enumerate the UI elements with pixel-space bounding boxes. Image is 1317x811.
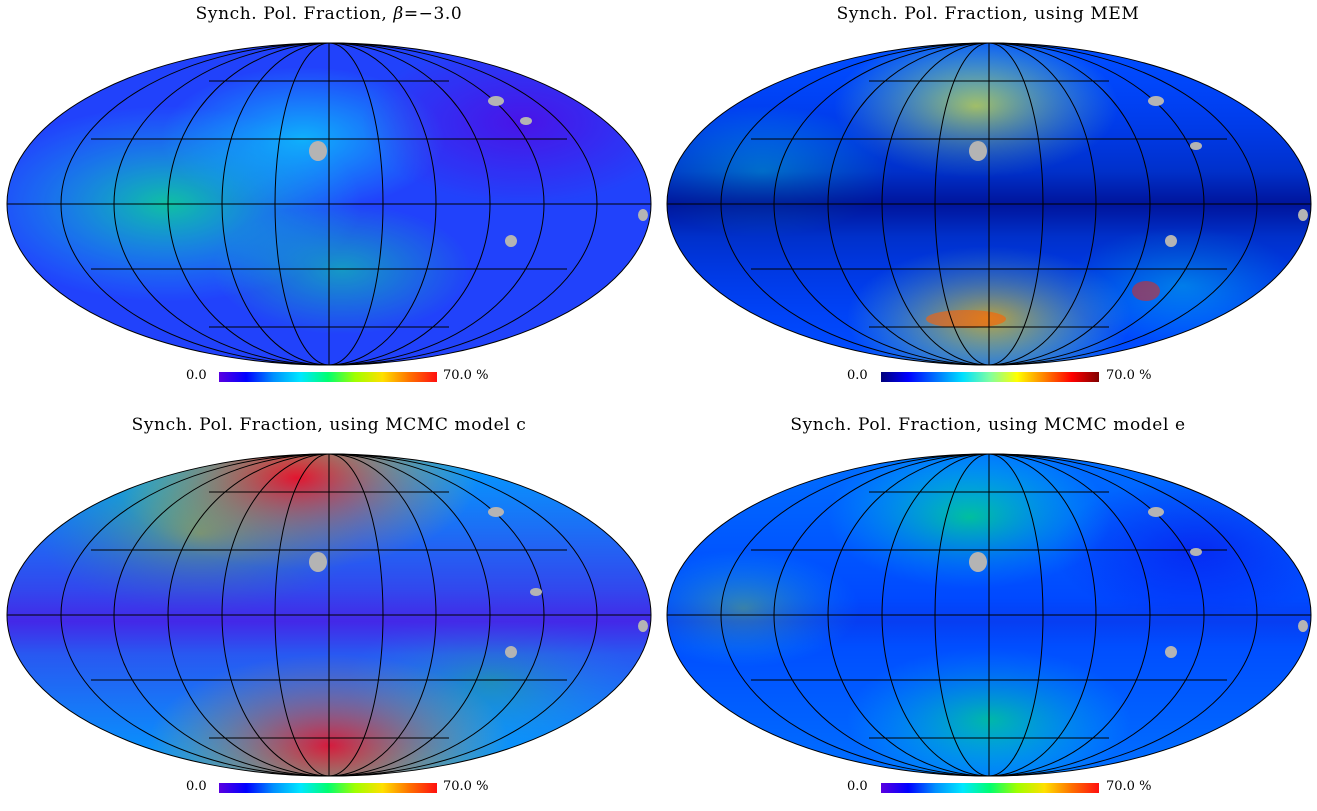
mollweide-sky-map [6, 42, 652, 366]
colorbar: 0.0 70.0 % [659, 367, 1317, 385]
colorbar-max-label: 70.0 % [443, 779, 489, 794]
panel-title: Synch. Pol. Fraction, β=−3.0 [195, 4, 463, 24]
colorbar-gradient [219, 372, 437, 382]
colorbar-min-label: 0.0 [847, 779, 868, 794]
panel-mcmc-c: Synch. Pol. Fraction, using MCMC model c [0, 411, 658, 811]
mollweide-sky-map [666, 453, 1312, 777]
colorbar-max-label: 70.0 % [443, 368, 489, 383]
panel-title: Synch. Pol. Fraction, using MEM [836, 4, 1140, 24]
colorbar: 0.0 70.0 % [0, 778, 658, 796]
panel-title: Synch. Pol. Fraction, using MCMC model e [790, 415, 1186, 435]
graticule [6, 42, 652, 366]
mollweide-sky-map [6, 453, 652, 777]
panel-mem: Synch. Pol. Fraction, using MEM [659, 0, 1317, 400]
colorbar-max-label: 70.0 % [1106, 779, 1152, 794]
colorbar-min-label: 0.0 [186, 368, 207, 383]
colorbar-gradient [881, 783, 1099, 793]
colorbar: 0.0 70.0 % [0, 367, 658, 385]
graticule [666, 42, 1312, 366]
graticule [6, 453, 652, 777]
graticule [666, 453, 1312, 777]
colorbar-gradient [881, 372, 1099, 382]
mollweide-sky-map [666, 42, 1312, 366]
colorbar-max-label: 70.0 % [1106, 368, 1152, 383]
colorbar: 0.0 70.0 % [659, 778, 1317, 796]
masked-regions [969, 507, 1308, 658]
panel-title: Synch. Pol. Fraction, using MCMC model c [131, 415, 527, 435]
panel-mcmc-e: Synch. Pol. Fraction, using MCMC model e [659, 411, 1317, 811]
masked-regions [309, 507, 648, 658]
colorbar-gradient [219, 783, 437, 793]
masked-regions [969, 96, 1308, 247]
panel-beta: Synch. Pol. Fraction, β=−3.0 [0, 0, 658, 400]
colorbar-min-label: 0.0 [847, 368, 868, 383]
masked-regions [309, 96, 648, 247]
colorbar-min-label: 0.0 [186, 779, 207, 794]
